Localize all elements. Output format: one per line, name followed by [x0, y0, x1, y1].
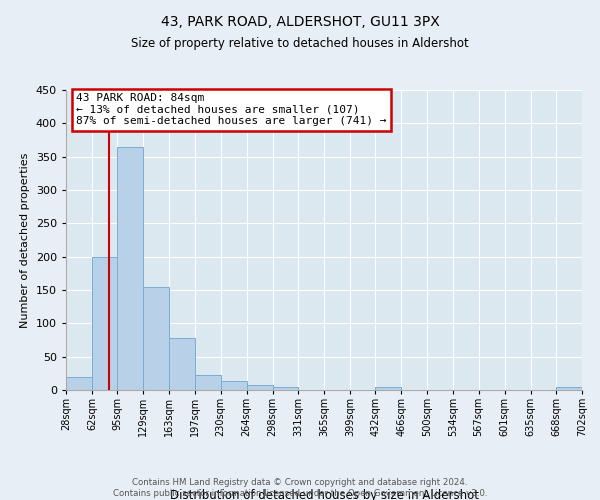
- Bar: [273, 386, 298, 390]
- Bar: [92, 256, 117, 390]
- Bar: [66, 376, 92, 390]
- Bar: [196, 376, 221, 390]
- Text: Size of property relative to detached houses in Aldershot: Size of property relative to detached ho…: [131, 38, 469, 51]
- Y-axis label: Number of detached properties: Number of detached properties: [20, 152, 30, 328]
- Text: 43, PARK ROAD, ALDERSHOT, GU11 3PX: 43, PARK ROAD, ALDERSHOT, GU11 3PX: [161, 15, 439, 29]
- Bar: [143, 286, 169, 390]
- Bar: [221, 380, 247, 390]
- Bar: [375, 388, 401, 390]
- Bar: [247, 384, 273, 390]
- Bar: [169, 338, 196, 390]
- Text: Contains HM Land Registry data © Crown copyright and database right 2024.
Contai: Contains HM Land Registry data © Crown c…: [113, 478, 487, 498]
- X-axis label: Distribution of detached houses by size in Aldershot: Distribution of detached houses by size …: [170, 489, 479, 500]
- Bar: [556, 388, 582, 390]
- Bar: [117, 146, 143, 390]
- Text: 43 PARK ROAD: 84sqm
← 13% of detached houses are smaller (107)
87% of semi-detac: 43 PARK ROAD: 84sqm ← 13% of detached ho…: [76, 93, 387, 126]
